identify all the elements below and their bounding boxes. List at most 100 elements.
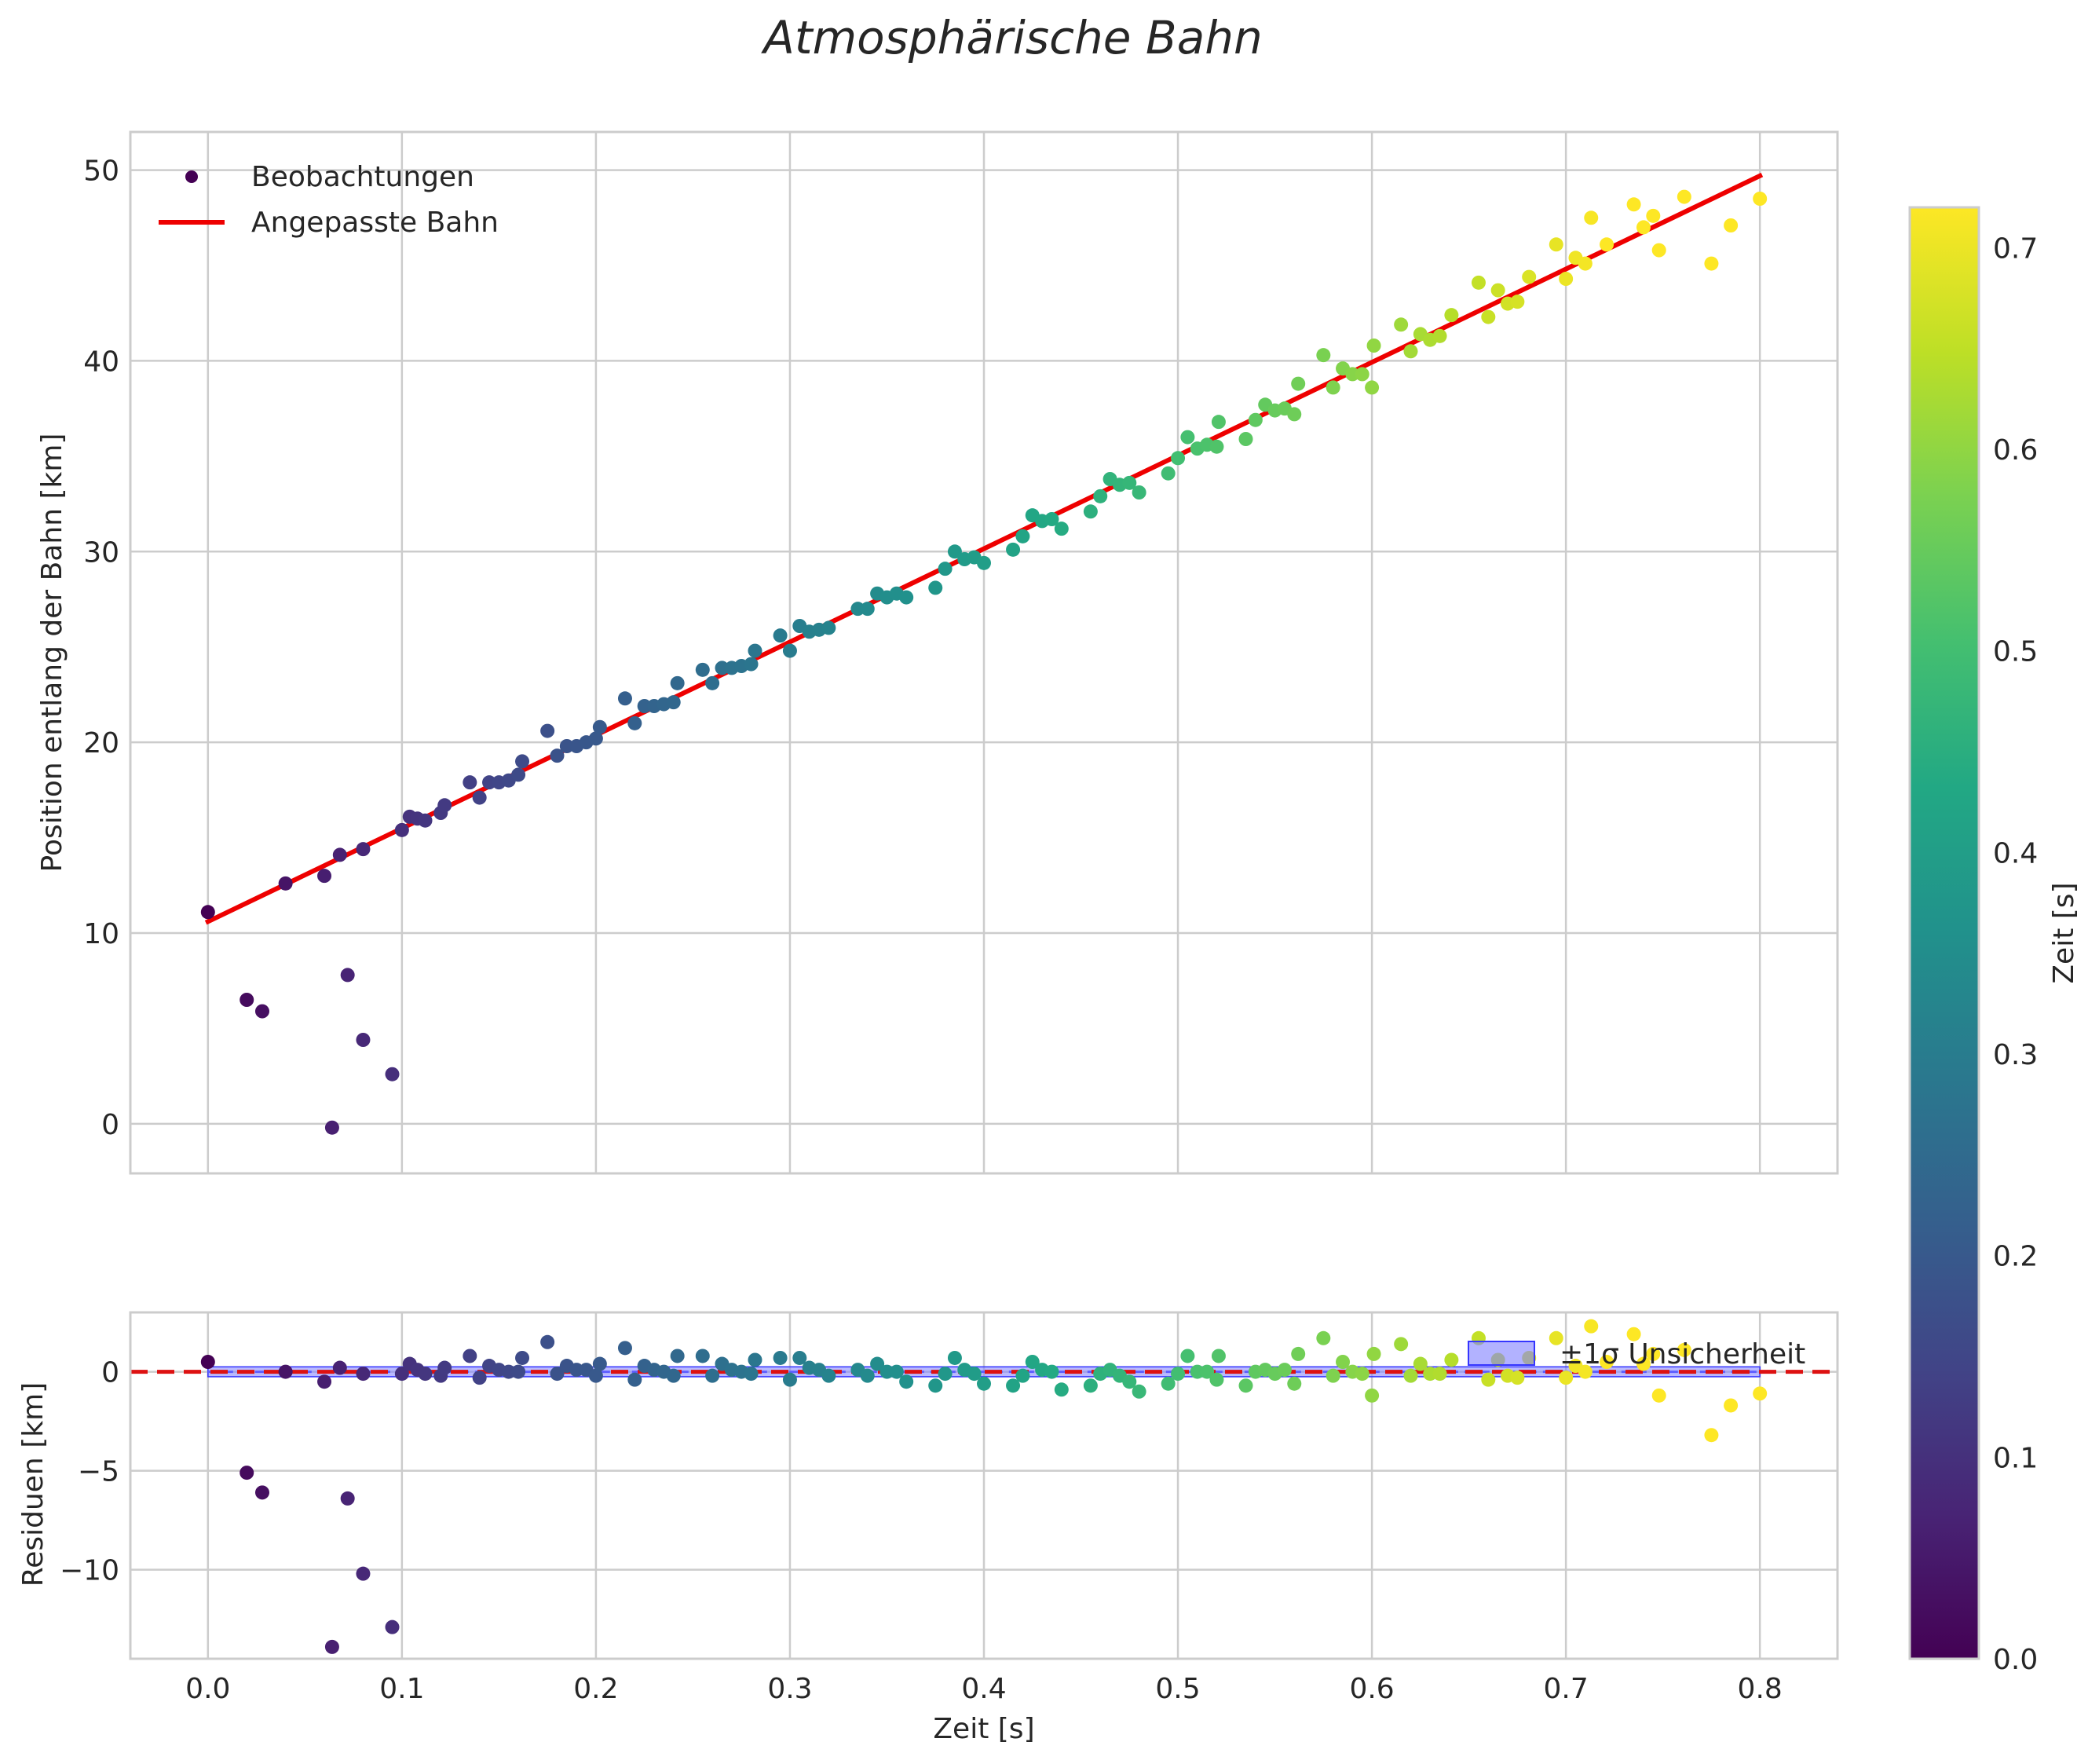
observation-point: [1432, 328, 1447, 343]
residual-point: [550, 1367, 565, 1382]
residuals-ylabel: Residuen [km]: [17, 1382, 49, 1587]
observation-point: [1365, 380, 1380, 395]
observation-point: [1704, 256, 1719, 271]
residual-point: [870, 1356, 885, 1371]
observation-point: [1093, 489, 1108, 503]
observation-point: [1171, 451, 1186, 466]
colorbar-tick-label: 0.1: [1993, 1442, 2038, 1474]
observation-point: [1044, 512, 1059, 526]
trajectory-points: [200, 189, 1768, 1135]
residual-point: [1549, 1330, 1563, 1345]
residual-point: [1326, 1368, 1340, 1383]
colorbar-tick-label: 0.3: [1993, 1039, 2038, 1071]
observation-point: [637, 699, 652, 713]
residual-point: [1724, 1398, 1739, 1413]
observation-point: [1015, 529, 1030, 543]
observation-point: [559, 739, 574, 753]
residual-point: [1277, 1363, 1292, 1378]
residual-point: [1626, 1327, 1641, 1341]
trajectory-fit-layer: [204, 172, 1764, 925]
residuals-xtick-label: 0.3: [767, 1673, 812, 1705]
observation-point: [1366, 339, 1381, 353]
residuals-tick-labels: 0 −5 −10 0.0 0.1 0.2 0.3 0.4 0.5 0.6 0.7 0.8: [60, 1357, 1783, 1705]
residual-point: [879, 1364, 894, 1379]
residual-point: [889, 1364, 904, 1379]
residuals-xtick-label: 0.0: [185, 1673, 230, 1705]
residual-point: [1510, 1371, 1525, 1385]
residual-point: [1180, 1349, 1195, 1363]
residual-point: [1413, 1356, 1428, 1371]
observation-point: [1481, 309, 1496, 324]
trajectory-ytick-label: 40: [83, 346, 119, 378]
trajectory-ylabel: Position entlang der Bahn [km]: [36, 434, 68, 873]
observation-point: [278, 876, 293, 891]
residual-point: [1132, 1384, 1146, 1399]
residual-point: [744, 1367, 759, 1382]
residual-point: [1365, 1388, 1380, 1403]
observation-point: [1394, 317, 1409, 332]
residuals-xtick-label: 0.1: [379, 1673, 424, 1705]
observation-point: [1161, 466, 1176, 481]
legend-observations-label: Beobachtungen: [251, 161, 474, 193]
residual-point: [340, 1491, 355, 1506]
observation-point: [550, 748, 565, 763]
observation-point: [1316, 348, 1331, 363]
observation-point: [715, 661, 730, 675]
observation-point: [356, 1033, 371, 1047]
residual-point: [317, 1374, 332, 1389]
observation-point: [1578, 256, 1593, 271]
residual-point: [592, 1356, 607, 1371]
residual-point: [1054, 1382, 1069, 1397]
colorbar-tick-label: 0.4: [1993, 837, 2038, 869]
observation-point: [1006, 542, 1021, 557]
residual-point: [1444, 1352, 1459, 1367]
fit-line: [204, 172, 1764, 925]
residuals-ytick-label: −10: [60, 1555, 119, 1587]
observation-point: [1248, 412, 1263, 427]
residual-point: [666, 1368, 681, 1383]
residual-point: [356, 1566, 371, 1581]
observation-point: [773, 628, 788, 643]
observation-point: [1355, 367, 1369, 382]
observation-point: [1132, 485, 1146, 500]
observation-point: [240, 993, 254, 1007]
residuals-panel: 0 −5 −10 0.0 0.1 0.2 0.3 0.4 0.5 0.6 0.7 0.8 Residu…: [17, 1311, 1839, 1745]
observation-point: [472, 790, 487, 805]
figure-title: Atmosphärische Bahn: [760, 11, 1263, 64]
observation-point: [1584, 210, 1599, 225]
residual-point: [967, 1367, 982, 1382]
observation-point: [666, 695, 681, 710]
residual-point: [1015, 1368, 1030, 1383]
residual-point: [899, 1374, 914, 1389]
trajectory-ytick-label: 0: [101, 1109, 119, 1141]
observation-point: [1677, 189, 1691, 204]
observation-point: [1209, 439, 1224, 454]
trajectory-legend: Beobachtungen Angepasste Bahn: [159, 161, 499, 239]
observation-point: [332, 847, 347, 862]
observation-point: [340, 968, 355, 983]
observation-point: [1211, 415, 1226, 430]
residual-point: [627, 1372, 642, 1387]
residual-point: [240, 1466, 254, 1480]
observation-point: [356, 842, 371, 857]
residuals-frame: [129, 1311, 1839, 1660]
residual-point: [1559, 1371, 1574, 1385]
residual-point: [1355, 1367, 1369, 1382]
observation-point: [1122, 475, 1137, 490]
observation-point: [540, 723, 555, 738]
residuals-xtick-label: 0.2: [573, 1673, 618, 1705]
residual-point: [1432, 1367, 1447, 1382]
observation-point: [1559, 272, 1574, 286]
residual-point: [1025, 1355, 1040, 1369]
residual-point: [860, 1368, 875, 1383]
residuals-xtick-label: 0.6: [1349, 1673, 1394, 1705]
residual-point: [1200, 1364, 1215, 1379]
trajectory-ytick-label: 20: [83, 727, 119, 759]
residual-point: [1336, 1355, 1351, 1369]
observation-point: [1083, 504, 1098, 519]
residuals-ytick-label: 0: [101, 1357, 119, 1389]
residual-point: [1044, 1364, 1059, 1379]
observation-point: [394, 822, 409, 837]
residual-point: [1238, 1378, 1253, 1393]
observation-point: [850, 602, 865, 617]
